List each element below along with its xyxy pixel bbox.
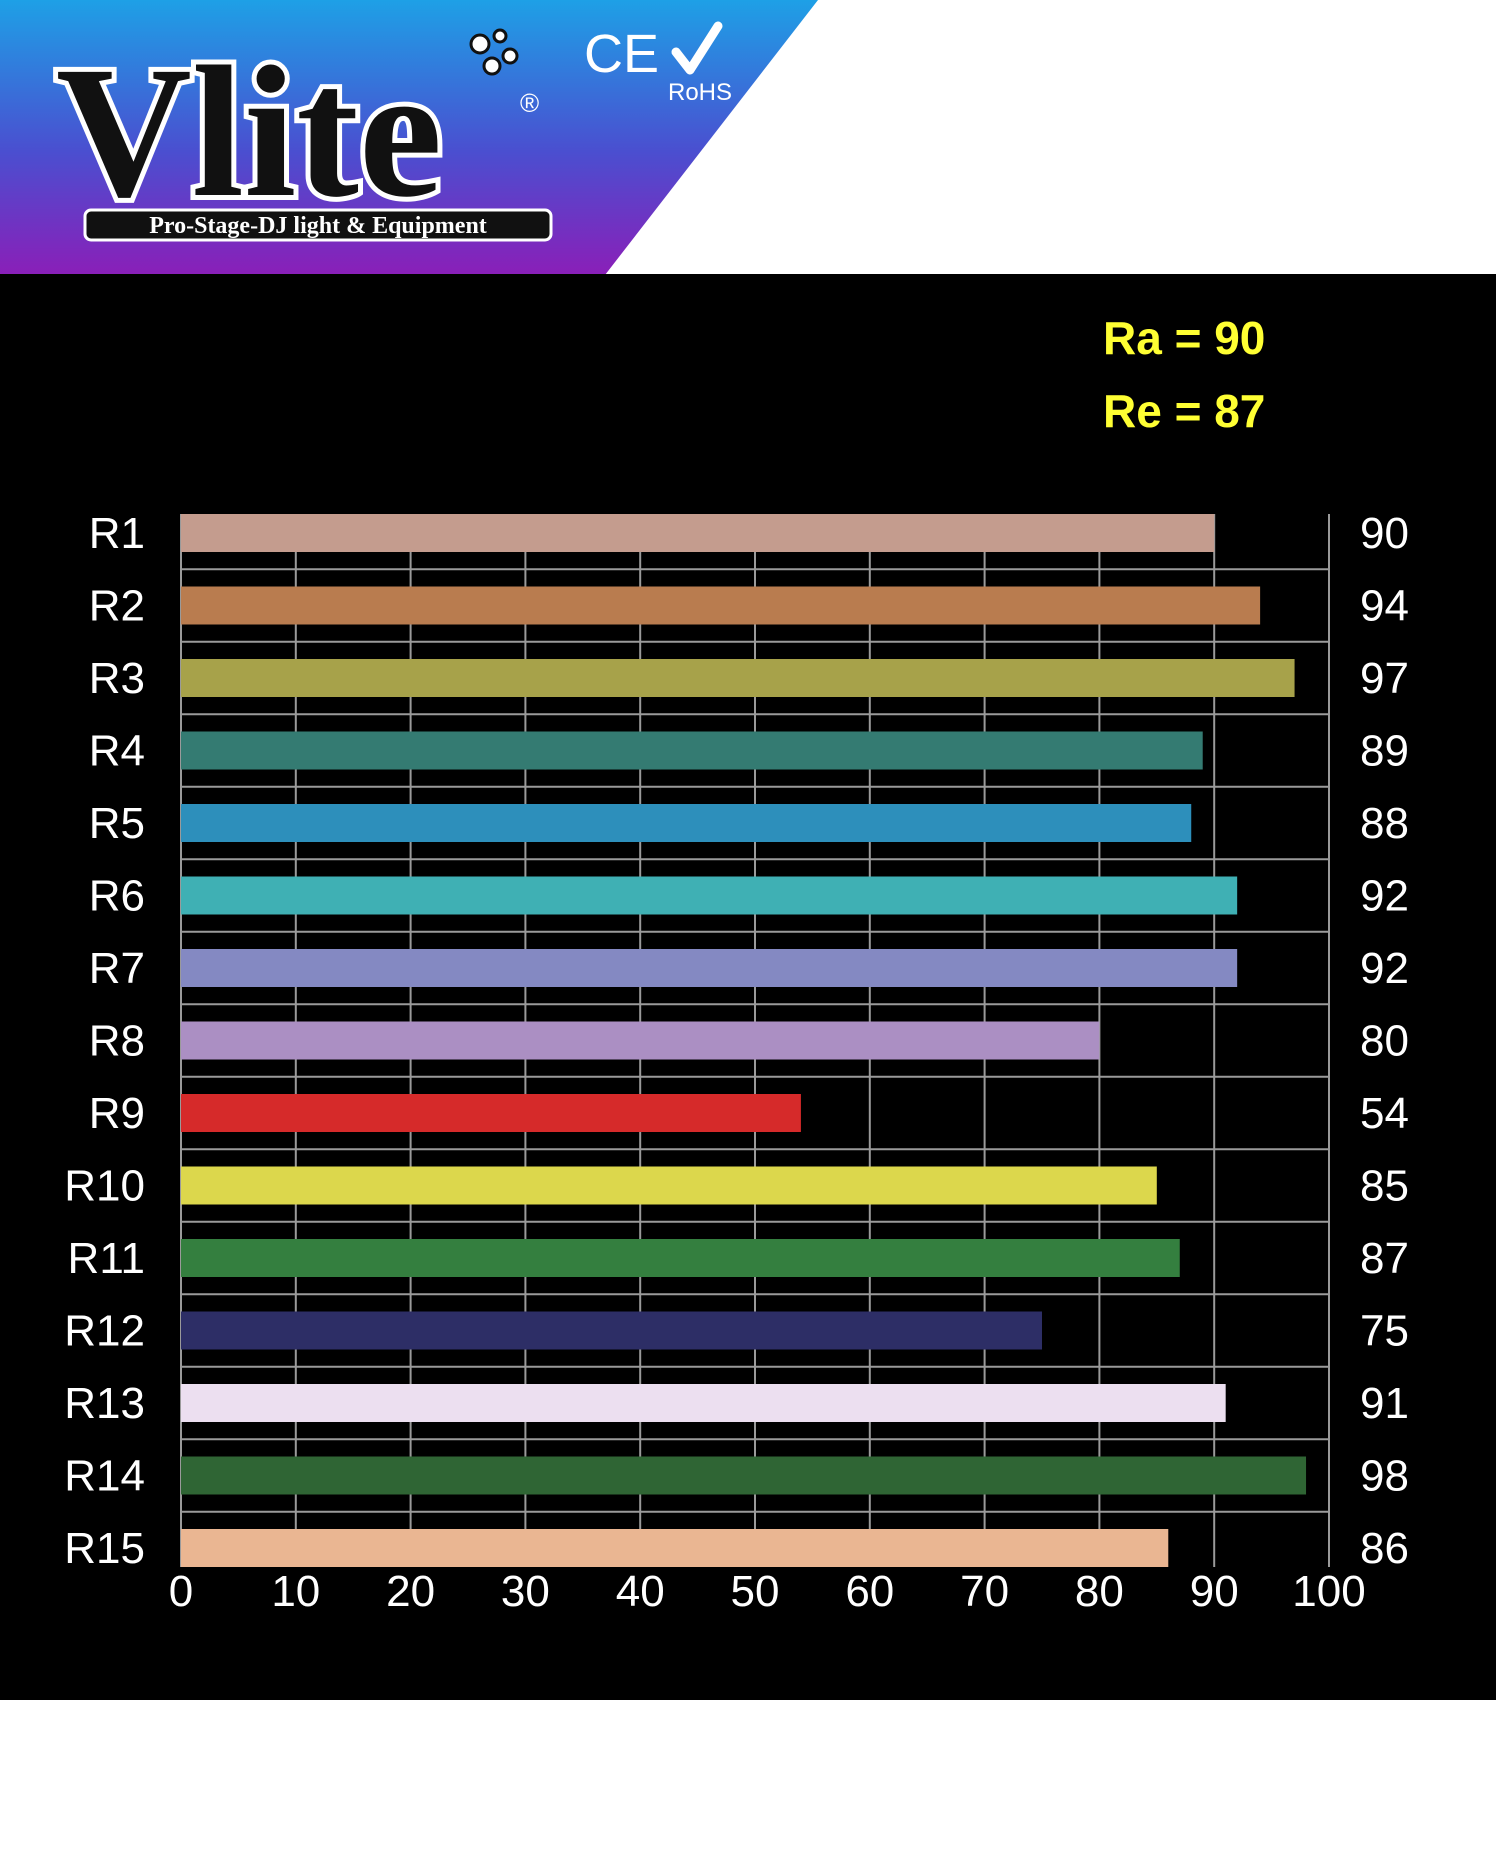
brand-banner: Vlite ® Pro-Stage-DJ light & Equipment C… <box>0 0 1496 275</box>
value-label: 94 <box>1360 582 1409 631</box>
ce-mark: CE <box>584 24 659 84</box>
x-tick-label: 50 <box>731 1567 780 1616</box>
x-tick-label: 10 <box>271 1567 320 1616</box>
bar-r14 <box>181 1456 1307 1495</box>
value-label: 89 <box>1360 727 1409 776</box>
category-label: R4 <box>89 727 145 776</box>
category-label: R7 <box>89 944 145 993</box>
bar-r15 <box>181 1529 1169 1567</box>
bar-r4 <box>181 731 1203 770</box>
value-label: 54 <box>1360 1089 1409 1138</box>
bar-r13 <box>181 1384 1226 1422</box>
bars <box>181 514 1307 1567</box>
category-label: R15 <box>64 1524 145 1573</box>
registered-mark: ® <box>520 88 539 118</box>
cri-bar-chart: 0 10 20 30 40 50 60 70 80 90 100 R1 90 R2 94 R3 97 R4 89 R5… <box>64 312 1409 1616</box>
ra-annotation: Ra = 90 <box>1103 312 1265 364</box>
x-tick-label: 90 <box>1190 1567 1239 1616</box>
tagline: Pro-Stage-DJ light & Equipment <box>149 213 487 239</box>
bar-r6 <box>181 876 1238 915</box>
bar-r2 <box>181 586 1261 625</box>
re-annotation: Re = 87 <box>1103 385 1265 437</box>
dancer-icon <box>469 28 519 76</box>
x-tick-label: 40 <box>616 1567 665 1616</box>
category-label: R13 <box>64 1379 145 1428</box>
category-label: R14 <box>64 1452 145 1501</box>
tagline-box <box>83 208 553 242</box>
category-label: R6 <box>89 872 145 921</box>
bar-r5 <box>181 804 1192 842</box>
value-label: 87 <box>1360 1234 1409 1283</box>
bar-r10 <box>181 1166 1157 1205</box>
category-label: R11 <box>68 1234 145 1283</box>
value-label: 88 <box>1360 799 1409 848</box>
vlite-logo: Vlite ® Pro-Stage-DJ light & Equipment <box>51 22 553 242</box>
value-label: 98 <box>1360 1452 1409 1501</box>
value-label: 75 <box>1360 1307 1409 1356</box>
x-tick-label: 20 <box>386 1567 435 1616</box>
value-label: 80 <box>1360 1017 1409 1066</box>
value-label: 90 <box>1360 509 1409 558</box>
check-icon <box>671 21 723 75</box>
category-label: R8 <box>89 1017 145 1066</box>
rohs-mark: RoHS <box>668 79 732 106</box>
category-label: R5 <box>89 799 145 848</box>
bar-r1 <box>181 514 1215 552</box>
x-tick-label: 60 <box>845 1567 894 1616</box>
logo-graphic: Vlite ® Pro-Stage-DJ light & Equipment C… <box>0 0 818 275</box>
value-label: 92 <box>1360 944 1409 993</box>
category-label: R9 <box>89 1089 145 1138</box>
bar-r7 <box>181 949 1238 987</box>
x-tick-label: 100 <box>1292 1567 1365 1616</box>
value-label: 91 <box>1360 1379 1409 1428</box>
bar-r3 <box>181 659 1295 697</box>
value-label: 97 <box>1360 654 1409 703</box>
logo-wordmark: Vlite <box>56 27 442 236</box>
bar-r8 <box>181 1021 1100 1060</box>
labels: 0 10 20 30 40 50 60 70 80 90 100 R1 90 R2 94 R3 97 R4 89 R5… <box>64 509 1409 1616</box>
bar-r12 <box>181 1311 1042 1350</box>
value-label: 86 <box>1360 1524 1409 1573</box>
bar-r9 <box>181 1094 801 1132</box>
cri-chart: 0 10 20 30 40 50 60 70 80 90 100 R1 90 R2 94 R3 97 R4 89 R5… <box>0 274 1496 1700</box>
value-label: 85 <box>1360 1162 1409 1211</box>
value-label: 92 <box>1360 872 1409 921</box>
bar-r11 <box>181 1239 1180 1277</box>
category-label: R3 <box>89 654 145 703</box>
category-label: R1 <box>89 509 145 558</box>
category-label: R2 <box>89 582 145 631</box>
x-tick-label: 30 <box>501 1567 550 1616</box>
category-label: R10 <box>64 1162 145 1211</box>
x-tick-label: 70 <box>960 1567 1009 1616</box>
category-label: R12 <box>64 1307 145 1356</box>
x-tick-label: 80 <box>1075 1567 1124 1616</box>
banner-gradient-shape <box>0 0 818 275</box>
x-tick-label: 0 <box>169 1567 193 1616</box>
